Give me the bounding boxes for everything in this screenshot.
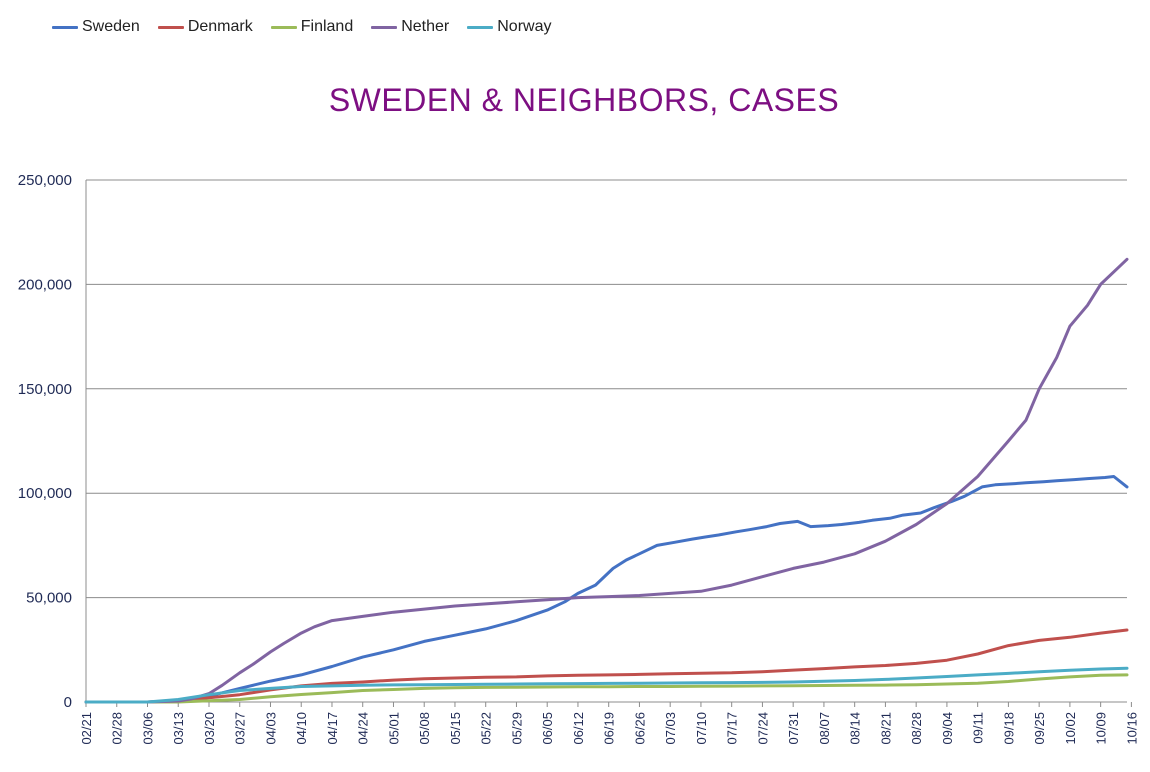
legend-item-nether: Nether: [371, 18, 449, 36]
legend-swatch: [270, 25, 297, 29]
legend-label: Finland: [300, 18, 354, 35]
x-tick-label: 05/29: [509, 712, 524, 745]
x-tick-label: 06/26: [632, 712, 647, 745]
series-line-nether: [84, 257, 1129, 704]
y-tick-label: 150,000: [18, 381, 72, 398]
legend-item-finland: Finland: [270, 18, 354, 36]
x-tick-label: 06/12: [571, 712, 586, 745]
series-line-finland: [84, 673, 1129, 704]
legend-label: Sweden: [82, 18, 140, 35]
y-tick-label: 0: [64, 694, 72, 711]
x-tick-label: 09/04: [940, 712, 955, 745]
legend-label: Nether: [401, 18, 450, 35]
x-tick-label: 05/01: [386, 712, 401, 745]
x-tick-label: 07/03: [663, 712, 678, 745]
x-tick-label: 10/09: [1094, 712, 1109, 745]
x-tick-label: 07/10: [694, 712, 709, 745]
x-tick-label: 09/11: [971, 712, 986, 744]
x-tick-label: 03/13: [171, 712, 186, 745]
x-tick-label: 06/05: [540, 712, 555, 745]
y-tick-label: 200,000: [18, 276, 72, 293]
x-tick-label: 04/03: [263, 712, 278, 745]
x-tick-label: 03/27: [233, 712, 248, 745]
x-tick-label: 10/16: [1124, 712, 1139, 745]
y-tick-label: 50,000: [26, 590, 72, 607]
x-tick-label: 08/21: [878, 712, 893, 745]
x-tick-label: 07/24: [755, 712, 770, 745]
x-tick-label: 05/15: [448, 712, 463, 745]
x-tick-label: 08/07: [817, 712, 832, 745]
x-tick-label: 02/28: [110, 712, 125, 745]
x-tick-label: 04/17: [325, 712, 340, 745]
chart-title: SWEDEN & NEIGHBORS, CASES: [328, 82, 840, 118]
x-tick-label: 10/02: [1063, 712, 1078, 745]
legend: Sweden Denmark Finland Nether Norway: [52, 18, 569, 36]
legend-swatch: [371, 25, 398, 29]
x-tick-label: 09/25: [1032, 712, 1047, 745]
x-tick-label: 02/21: [79, 712, 94, 745]
x-tick-label: 06/19: [602, 712, 617, 745]
legend-label: Norway: [497, 18, 552, 35]
x-tick-label: 04/24: [356, 712, 371, 745]
legend-swatch: [157, 25, 184, 29]
x-tick-label: 07/31: [786, 712, 801, 745]
legend-swatch: [467, 25, 494, 29]
series-line-norway: [84, 666, 1129, 704]
x-tick-label: 04/10: [294, 712, 309, 745]
y-tick-label: 250,000: [18, 172, 72, 189]
legend-label: Denmark: [187, 18, 253, 35]
x-tick-label: 05/08: [417, 712, 432, 745]
x-tick-label: 07/17: [725, 712, 740, 745]
legend-item-denmark: Denmark: [157, 18, 253, 36]
series-line-denmark: [84, 628, 1129, 704]
y-tick-label: 100,000: [18, 485, 72, 502]
x-tick-label: 03/20: [202, 712, 217, 745]
legend-item-norway: Norway: [467, 18, 551, 36]
series-line-sweden: [84, 475, 1129, 704]
x-tick-label: 08/14: [848, 712, 863, 745]
legend-item-sweden: Sweden: [52, 18, 140, 36]
x-tick-label: 09/18: [1001, 712, 1016, 745]
x-tick-label: 03/06: [140, 712, 155, 745]
x-tick-label: 08/28: [909, 712, 924, 745]
legend-swatch: [52, 25, 78, 29]
x-tick-label: 05/22: [479, 712, 494, 745]
